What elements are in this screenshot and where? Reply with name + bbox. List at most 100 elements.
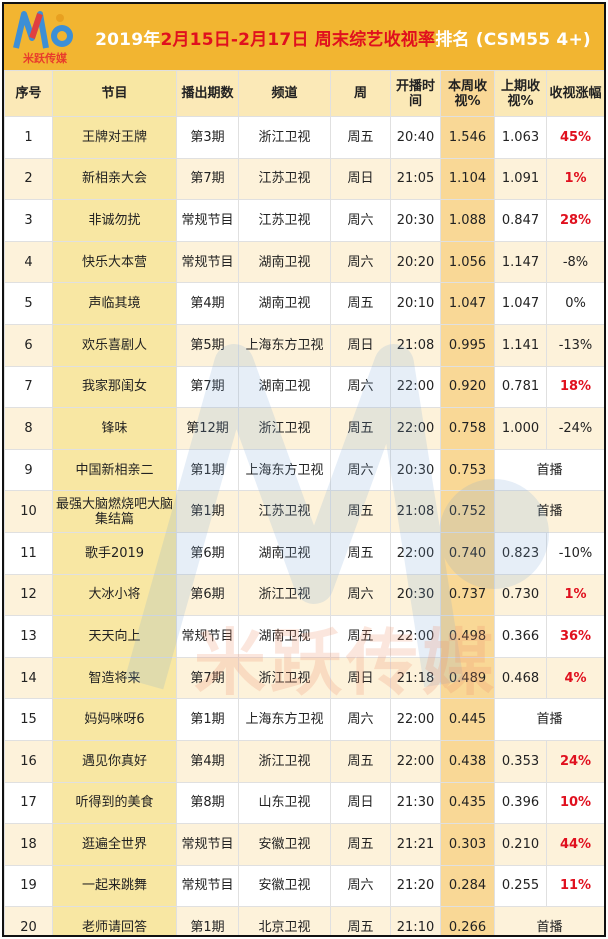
cell-episode: 常规节目 [176, 199, 239, 242]
cell-time: 22:00 [390, 407, 441, 450]
cell-rate: 1.088 [440, 199, 495, 242]
table-row: 3 非诚勿扰 常规节目 江苏卫视 周六 20:30 1.088 0.847 28% [4, 199, 604, 242]
cell-episode: 第1期 [176, 448, 239, 492]
cell-channel: 安徽卫视 [238, 864, 331, 908]
cell-change: 18% [546, 365, 604, 409]
cell-program: 妈妈咪呀6 [52, 698, 177, 741]
cell-day: 周五 [330, 615, 391, 658]
table-row: 6 欢乐喜剧人 第5期 上海东方卫视 周日 21:08 0.995 1.141 -13% [4, 323, 604, 367]
cell-rate: 0.995 [440, 323, 495, 367]
cell-channel: 上海东方卫视 [238, 323, 331, 367]
cell-rank: 10 [4, 490, 53, 533]
cell-premiere: 首播 [494, 698, 604, 741]
cell-prev: 0.730 [494, 573, 547, 617]
cell-channel: 浙江卫视 [238, 656, 331, 700]
cell-change: -10% [546, 531, 604, 575]
cell-change: 45% [546, 116, 604, 159]
cell-day: 周五 [330, 282, 391, 325]
cell-rank: 11 [4, 531, 53, 575]
title-prefix: 2019年 [95, 29, 161, 50]
table-row: 4 快乐大本营 常规节目 湖南卫视 周六 20:20 1.056 1.147 -8% [4, 240, 604, 284]
cell-rate: 0.438 [440, 739, 495, 783]
cell-rank: 7 [4, 365, 53, 409]
cell-episode: 第6期 [176, 573, 239, 617]
cell-program: 锋味 [52, 407, 177, 450]
cell-episode: 常规节目 [176, 615, 239, 658]
cell-program: 新相亲大会 [52, 157, 177, 201]
cell-time: 21:20 [390, 864, 441, 908]
cell-program: 中国新相亲二 [52, 448, 177, 492]
cell-rate: 1.104 [440, 157, 495, 201]
cell-time: 20:30 [390, 448, 441, 492]
cell-rate: 0.920 [440, 365, 495, 409]
cell-program: 最强大脑燃烧吧大脑集结篇 [52, 490, 177, 533]
cell-rate: 0.753 [440, 448, 495, 492]
cell-change: -8% [546, 240, 604, 284]
cell-rank: 2 [4, 157, 53, 201]
cell-episode: 第12期 [176, 407, 239, 450]
cell-change: 1% [546, 157, 604, 201]
cell-rank: 5 [4, 282, 53, 325]
cell-episode: 常规节目 [176, 823, 239, 866]
table-row: 1 王牌对王牌 第3期 浙江卫视 周五 20:40 1.546 1.063 45% [4, 116, 604, 159]
cell-program: 一起来跳舞 [52, 864, 177, 908]
cell-time: 21:21 [390, 823, 441, 866]
cell-episode: 第8期 [176, 781, 239, 825]
cell-time: 22:00 [390, 365, 441, 409]
cell-rate: 1.546 [440, 116, 495, 159]
cell-change: -24% [546, 407, 604, 450]
cell-channel: 湖南卫视 [238, 531, 331, 575]
cell-channel: 北京卫视 [238, 906, 331, 935]
cell-program: 逛遍全世界 [52, 823, 177, 866]
table-row: 10 最强大脑燃烧吧大脑集结篇 第1期 江苏卫视 周五 21:08 0.752 首播 [4, 490, 604, 533]
cell-channel: 湖南卫视 [238, 282, 331, 325]
cell-channel: 江苏卫视 [238, 199, 331, 242]
cell-episode: 第5期 [176, 323, 239, 367]
cell-rank: 16 [4, 739, 53, 783]
cell-day: 周五 [330, 823, 391, 866]
table-row: 18 逛遍全世界 常规节目 安徽卫视 周五 21:21 0.303 0.210 44% [4, 823, 604, 866]
col-header-channel: 频道 [238, 70, 331, 117]
cell-rate: 0.435 [440, 781, 495, 825]
cell-program: 大冰小将 [52, 573, 177, 617]
cell-rate: 0.489 [440, 656, 495, 700]
table-row: 17 听得到的美食 第8期 山东卫视 周日 21:30 0.435 0.396 10% [4, 781, 604, 825]
cell-rank: 17 [4, 781, 53, 825]
cell-program: 快乐大本营 [52, 240, 177, 284]
cell-episode: 常规节目 [176, 240, 239, 284]
cell-program: 遇见你真好 [52, 739, 177, 783]
cell-rate: 0.752 [440, 490, 495, 533]
table-row: 15 妈妈咪呀6 第1期 上海东方卫视 周六 22:00 0.445 首播 [4, 698, 604, 741]
table-row: 19 一起来跳舞 常规节目 安徽卫视 周六 21:20 0.284 0.255 11% [4, 864, 604, 908]
cell-change: 0% [546, 282, 604, 325]
cell-day: 周日 [330, 656, 391, 700]
col-header-rate: 本周收视% [440, 70, 495, 117]
col-header-day: 周 [330, 70, 391, 117]
cell-prev: 0.396 [494, 781, 547, 825]
cell-channel: 浙江卫视 [238, 407, 331, 450]
cell-day: 周六 [330, 573, 391, 617]
cell-day: 周六 [330, 240, 391, 284]
cell-premiere: 首播 [494, 490, 604, 533]
cell-prev: 1.091 [494, 157, 547, 201]
cell-change: 24% [546, 739, 604, 783]
cell-prev: 1.141 [494, 323, 547, 367]
cell-rank: 12 [4, 573, 53, 617]
table-body: 1 王牌对王牌 第3期 浙江卫视 周五 20:40 1.546 1.063 45% 2 新相亲大会第… [4, 116, 604, 935]
cell-time: 21:05 [390, 157, 441, 201]
cell-episode: 第7期 [176, 365, 239, 409]
cell-channel: 湖南卫视 [238, 240, 331, 284]
cell-change: 4% [546, 656, 604, 700]
cell-rate: 0.445 [440, 698, 495, 741]
cell-time: 20:20 [390, 240, 441, 284]
cell-time: 22:00 [390, 531, 441, 575]
cell-time: 22:00 [390, 698, 441, 741]
cell-channel: 安徽卫视 [238, 823, 331, 866]
cell-day: 周日 [330, 157, 391, 201]
cell-episode: 第4期 [176, 739, 239, 783]
cell-channel: 上海东方卫视 [238, 698, 331, 741]
cell-rate: 0.303 [440, 823, 495, 866]
cell-day: 周五 [330, 407, 391, 450]
cell-channel: 湖南卫视 [238, 365, 331, 409]
